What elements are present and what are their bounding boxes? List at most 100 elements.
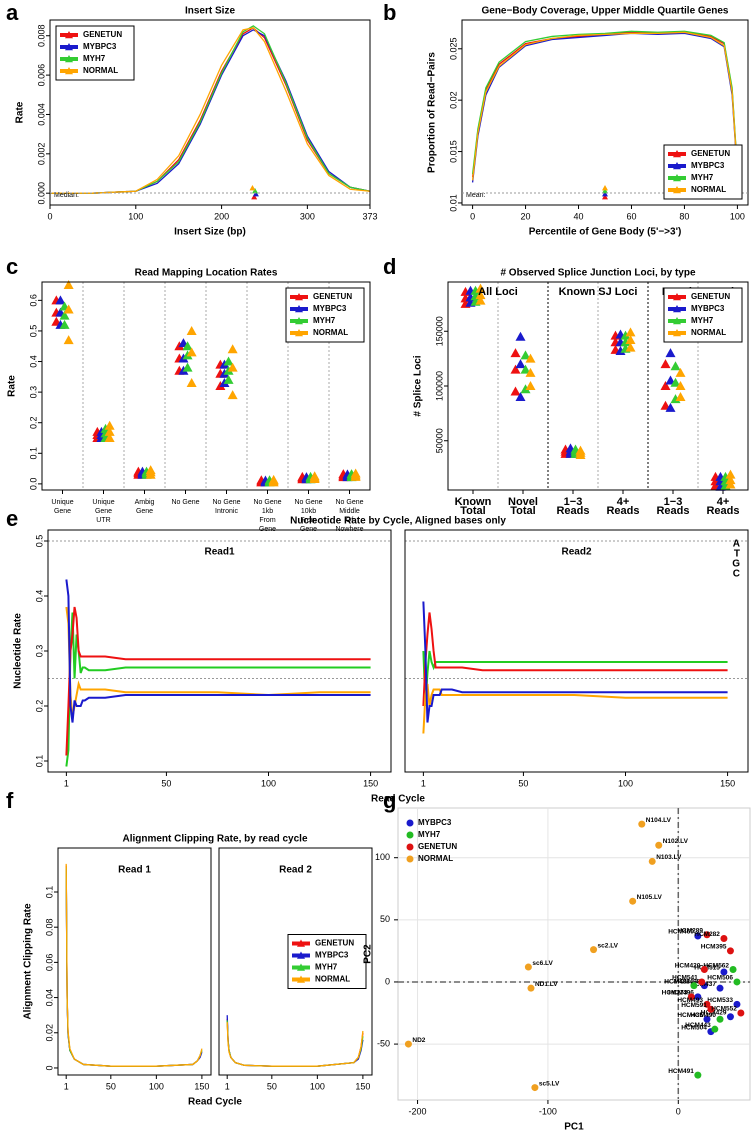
- point: [703, 931, 711, 939]
- dot-marker: [675, 391, 686, 401]
- point-label: HCM498: [675, 978, 701, 985]
- point-label: ND2: [412, 1037, 425, 1044]
- point-label: HCM493: [677, 997, 703, 1004]
- y-tick-label: 0.1: [44, 886, 54, 899]
- x-tick-label: 0: [47, 211, 52, 221]
- x-tick-label: Gene: [95, 508, 112, 515]
- dot-marker: [182, 341, 193, 351]
- x-tick-label: 1−3: [664, 496, 683, 508]
- point-label: HCM562: [703, 962, 729, 969]
- legend-marker: [295, 293, 303, 301]
- chart-title: Alignment Clipping Rate, by read cycle: [122, 834, 307, 845]
- y-tick-label: 0.02: [448, 91, 458, 109]
- x-tick-label: -200: [409, 1106, 427, 1116]
- dot-marker: [670, 377, 681, 387]
- legend-marker: [297, 939, 305, 947]
- legend-label: NORMAL: [691, 185, 726, 194]
- legend-marker: [406, 831, 414, 839]
- y-tick-label: 100: [375, 852, 390, 862]
- summary-marker: [602, 194, 608, 200]
- x-tick-label: No Gene: [294, 499, 322, 506]
- x-tick-label: 40: [574, 211, 584, 221]
- dot-marker: [725, 469, 736, 479]
- y-tick-label: 0.3: [34, 645, 44, 658]
- dot-marker: [63, 335, 74, 345]
- legend-label: G: [732, 559, 740, 570]
- x-tick-label: Gene: [136, 508, 153, 515]
- dot-marker: [660, 381, 671, 390]
- dot-marker: [510, 364, 521, 374]
- point-label: HCM420: [675, 962, 701, 969]
- dot-marker: [515, 391, 526, 401]
- y-tick-label: 0: [385, 976, 390, 986]
- point: [733, 978, 741, 986]
- point: [707, 1005, 715, 1013]
- dot-marker: [475, 295, 486, 305]
- point-label: HCM490: [690, 1012, 716, 1019]
- point-label: HCM552: [711, 1006, 737, 1013]
- point: [716, 984, 724, 992]
- x-tick-label: UTR: [96, 517, 110, 524]
- annotation: Median:: [54, 192, 79, 199]
- dot-marker: [55, 295, 66, 305]
- point: [638, 820, 646, 828]
- annotation: Mean:: [466, 192, 486, 199]
- subplot-title: Read2: [561, 547, 591, 558]
- plot-frame: [218, 847, 373, 1076]
- y-tick-label: 0.006: [36, 64, 46, 87]
- dot-marker: [223, 374, 234, 384]
- y-tick-label: 0.4: [34, 590, 44, 603]
- point-label: HCM460: [668, 929, 694, 936]
- chart-title: Nucleotide Rate by Cycle, Aligned bases …: [290, 516, 506, 527]
- x-tick-label: Reads: [556, 505, 589, 517]
- x-tick-label: 4+: [717, 496, 730, 508]
- x-tick-label: No Gene: [253, 499, 281, 506]
- y-axis-label: Rate: [15, 101, 26, 123]
- dot-marker: [309, 471, 320, 481]
- series-line: [226, 1020, 364, 1067]
- legend-marker: [406, 843, 414, 851]
- series-line: [422, 650, 728, 707]
- point-label: HCM273: [662, 990, 688, 997]
- point-label: HCM282: [694, 931, 720, 938]
- summary-marker: [252, 188, 259, 194]
- legend-label: MYH7: [313, 316, 336, 325]
- point: [629, 897, 637, 905]
- x-tick-label: 80: [679, 211, 689, 221]
- section-title: All Loci: [478, 286, 518, 298]
- x-tick-label: Unique: [92, 499, 114, 506]
- x-tick-label: 20: [521, 211, 531, 221]
- legend-marker: [65, 55, 73, 63]
- point: [703, 1000, 711, 1008]
- series-line: [65, 867, 203, 1067]
- x-tick-label: 100: [149, 1081, 164, 1091]
- legend-label: GENETUN: [691, 149, 730, 158]
- legend-label: MYBPC3: [691, 161, 725, 170]
- dot-marker: [625, 335, 636, 345]
- x-tick-label: 1: [64, 778, 69, 788]
- point: [698, 978, 706, 986]
- point-label: N104.LV: [646, 817, 672, 824]
- legend-marker: [297, 951, 305, 959]
- subplot-title: Read 1: [118, 865, 151, 876]
- x-tick-label: 150: [194, 1081, 209, 1091]
- point: [720, 968, 728, 976]
- y-tick-label: 50000: [434, 428, 444, 453]
- x-tick-label: 150: [720, 778, 735, 788]
- dot-marker: [670, 361, 681, 371]
- legend-label: GENETUN: [315, 939, 354, 948]
- dot-marker: [475, 283, 486, 293]
- series-line: [65, 863, 203, 1067]
- dot-marker: [515, 331, 526, 341]
- legend-marker: [673, 186, 681, 194]
- dot-marker: [525, 381, 536, 390]
- legend-label: C: [733, 569, 740, 580]
- y-tick-label: 0.004: [36, 103, 46, 126]
- x-tick-label: Unique: [51, 499, 73, 506]
- dot-marker: [525, 353, 536, 363]
- summary-marker: [251, 194, 258, 200]
- legend-label: MYH7: [418, 830, 441, 839]
- point: [694, 993, 702, 1001]
- y-axis-label: Rate: [7, 375, 18, 397]
- x-tick-label: Novel: [508, 496, 538, 508]
